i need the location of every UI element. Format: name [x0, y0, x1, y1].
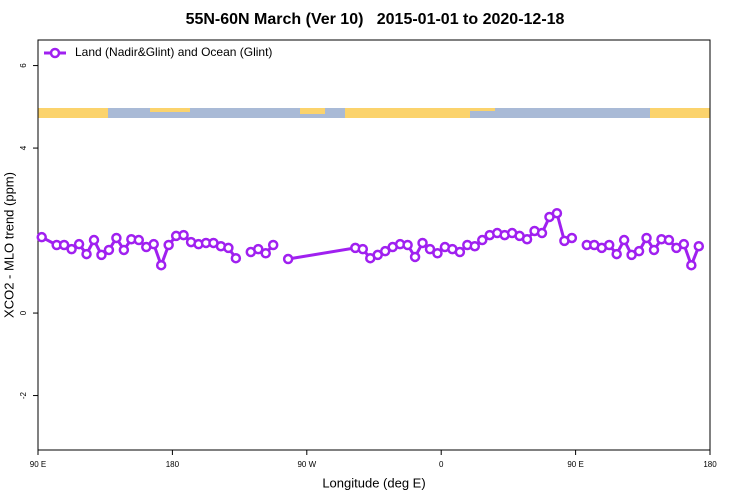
- data-point: [409, 251, 421, 263]
- data-point: [111, 232, 122, 244]
- data-point: [66, 243, 77, 255]
- data-point: [223, 242, 234, 254]
- data-point: [155, 259, 167, 271]
- x-tick-label: 180: [166, 460, 180, 469]
- data-point: [686, 259, 697, 271]
- x-tick-label: 90 E: [30, 460, 46, 469]
- data-point: [417, 237, 428, 249]
- data-point: [603, 239, 615, 251]
- data-point: [618, 234, 630, 246]
- data-point: [611, 248, 622, 260]
- data-point: [633, 245, 645, 257]
- y-tick-label: 0: [19, 310, 28, 315]
- data-point: [267, 239, 279, 251]
- data-point: [260, 247, 271, 259]
- data-point: [178, 229, 189, 241]
- data-point: [118, 244, 130, 256]
- data-point: [73, 238, 85, 250]
- data-point: [469, 240, 481, 252]
- data-point: [163, 239, 174, 251]
- data-point: [103, 244, 115, 256]
- data-point: [521, 233, 533, 245]
- x-tick-label: 180: [703, 460, 717, 469]
- data-point: [566, 232, 578, 244]
- data-point: [81, 248, 92, 260]
- data-point: [36, 231, 47, 243]
- legend-marker: [49, 47, 61, 59]
- data-point: [641, 232, 652, 244]
- data-point: [663, 234, 675, 246]
- data-point: [58, 239, 70, 251]
- data-point: [693, 240, 705, 252]
- chart-title: 55N-60N March (Ver 10) 2015-01-01 to 202…: [186, 11, 565, 28]
- data-point: [477, 234, 488, 246]
- data-point: [133, 234, 145, 246]
- x-axis-label: Longitude (deg E): [322, 475, 425, 490]
- data-point: [551, 207, 563, 219]
- y-axis-label: XCO2 - MLO trend (ppm): [1, 172, 16, 318]
- x-tick-label: 90 E: [567, 460, 583, 469]
- plot-frame: [37, 39, 711, 451]
- y-tick-label: 6: [19, 63, 28, 68]
- data-point: [96, 249, 107, 261]
- data-point: [432, 247, 443, 259]
- y-tick-label: -2: [19, 391, 28, 399]
- data-point: [678, 238, 690, 250]
- y-tick-label: 4: [19, 145, 28, 150]
- data-point: [88, 234, 100, 246]
- data-point: [357, 243, 369, 255]
- legend-label: Land (Nadir&Glint) and Ocean (Glint): [75, 45, 272, 59]
- data-point: [379, 245, 391, 257]
- data-point: [424, 243, 436, 255]
- x-tick-label: 90 W: [297, 460, 316, 469]
- data-point: [253, 243, 264, 255]
- data-point: [648, 244, 660, 256]
- data-point: [536, 227, 548, 239]
- data-point: [282, 253, 294, 265]
- data-point: [454, 246, 466, 258]
- data-point: [402, 239, 413, 251]
- data-point: [148, 238, 159, 250]
- x-tick-label: 0: [439, 460, 444, 469]
- data-point: [230, 252, 242, 264]
- map-strip: [38, 108, 710, 118]
